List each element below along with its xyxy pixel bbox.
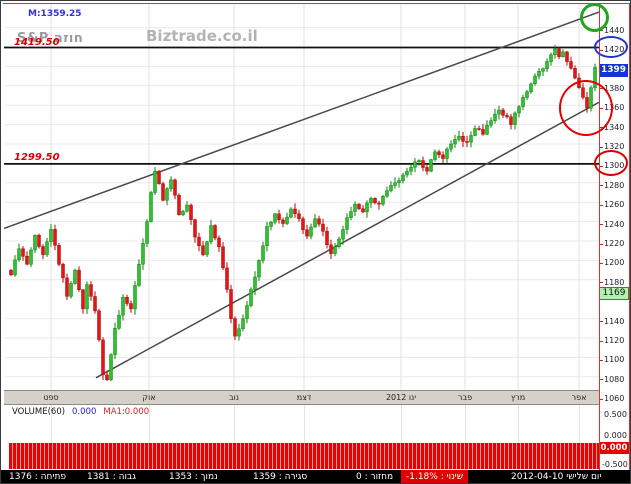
- watermark: Biztrade.co.il: [146, 27, 258, 45]
- price-pane[interactable]: M:1359.25 S&P חוזה Biztrade.co.il 1419.5…: [4, 4, 599, 390]
- price-axis-tick-mark: [599, 359, 603, 361]
- volume-gridline: [149, 405, 150, 470]
- status-value: 0: [356, 472, 362, 482]
- status-label: שינוי: [446, 472, 464, 482]
- resistance-level-label: 1419.50: [14, 37, 60, 48]
- status-value: 1381: [87, 472, 110, 482]
- status-label: נמוך: [200, 472, 218, 482]
- price-axis-tick-label: 1440: [604, 25, 625, 35]
- period-low-box: 1169: [599, 287, 629, 300]
- price-axis-tick-mark: [599, 30, 603, 32]
- volume-gridline: [304, 405, 305, 470]
- price-axis-tick-label: 1280: [604, 180, 625, 190]
- status-value: 1359: [253, 472, 276, 482]
- status-label: גבוה: [118, 472, 136, 482]
- price-axis-tick-label: 1260: [604, 200, 625, 210]
- current-price-box: 1399: [599, 64, 628, 77]
- status-value: -1.18%: [406, 472, 438, 482]
- price-axis-tick-label: 1360: [604, 103, 625, 113]
- status-field-4: 0 : מחזור: [356, 472, 394, 482]
- price-axis-tick-mark: [599, 321, 603, 323]
- time-axis-month-label: אפר: [571, 393, 587, 402]
- time-axis-month-label: נוב: [228, 393, 240, 402]
- price-axis-tick-mark: [599, 243, 603, 245]
- status-field-3: 1359 : סגירה: [253, 472, 308, 482]
- status-field-2: 1353 : נמוך: [169, 472, 218, 482]
- target-green-circle-annotation: [580, 3, 609, 32]
- volume-axis-tick-pos: 0.500: [604, 410, 627, 419]
- circled-1420-blue-ellipse: [594, 36, 628, 58]
- time-axis-month-label: פבר: [457, 393, 473, 402]
- status-label: פתיחה: [40, 472, 66, 482]
- volume-ma-value: MA1:0.000: [103, 407, 150, 417]
- volume-gridline: [234, 405, 235, 470]
- frame-right-line: [629, 3, 630, 470]
- volume-gridline: [401, 405, 402, 470]
- axis-separator-line: [599, 3, 600, 470]
- price-axis-tick-label: 1200: [604, 258, 625, 268]
- price-axis-tick-mark: [599, 146, 603, 148]
- price-axis-tick-label: 1340: [604, 122, 625, 132]
- price-axis-tick-mark: [599, 262, 603, 264]
- price-axis-tick-mark: [599, 282, 603, 284]
- price-axis-tick-label: 1380: [604, 83, 625, 93]
- price-axis-tick-label: 1180: [604, 277, 625, 287]
- price-axis-tick-label: 1240: [604, 219, 625, 229]
- status-value: 1376: [9, 472, 32, 482]
- volume-gridline: [579, 405, 580, 470]
- status-field-1: 1381 : גבוה: [87, 472, 136, 482]
- marker-price-label: M:1359.25: [28, 9, 82, 19]
- status-bar: 1376 : פתיחה 1381 : גבוה 1353 : נמוך 1359 :…: [1, 470, 630, 483]
- circled-1300-red-ellipse: [594, 150, 628, 176]
- status-date-value: 2012-04-10: [511, 472, 564, 482]
- price-axis-tick-label: 1080: [604, 374, 625, 384]
- volume-bars: [9, 443, 599, 469]
- price-axis-tick-mark: [599, 204, 603, 206]
- status-day-name: יום שלישי: [566, 472, 602, 482]
- price-axis-tick-label: 1100: [604, 355, 625, 365]
- frame-top-line: [3, 3, 630, 4]
- support-level-label: 1299.50: [14, 152, 60, 163]
- price-axis-tick-label: 1120: [604, 336, 625, 345]
- volume-indicator-header: VOLUME(60) 0.000 MA1:0.000: [12, 407, 149, 417]
- volume-gridline: [51, 405, 52, 470]
- status-change: -1.18% : שינוי: [401, 470, 469, 483]
- time-axis-month-label: דצמ: [296, 393, 312, 402]
- volume-axis-tick-neg: -0.500: [602, 460, 628, 469]
- time-axis[interactable]: ספט אוק נוב דצמ ינו 2012 פבר מרץ אפר: [4, 390, 599, 405]
- status-field-0: 1376 : פתיחה: [9, 472, 66, 482]
- price-axis-tick-mark: [599, 185, 603, 187]
- time-axis-month-label: ספט: [43, 393, 59, 402]
- time-axis-month-label: מרץ: [510, 393, 526, 402]
- volume-current-box: 0.000: [599, 442, 629, 454]
- volume-indicator-label: VOLUME(60): [12, 407, 66, 417]
- price-axis-tick-mark: [599, 224, 603, 226]
- status-label: סגירה: [284, 472, 308, 482]
- price-axis-tick-mark: [599, 379, 603, 381]
- symbol-title: S&P חוזה: [17, 31, 84, 46]
- status-label: מחזור: [370, 472, 394, 482]
- volume-pane[interactable]: VOLUME(60) 0.000 MA1:0.000: [4, 405, 599, 470]
- price-axis-tick-label: 1320: [604, 142, 625, 151]
- price-axis-tick-mark: [599, 340, 603, 342]
- price-axis[interactable]: 1440142014001380136013401320130012801260…: [599, 4, 629, 470]
- pullback-red-circle-annotation: [559, 80, 613, 136]
- time-axis-month-label: ינו 2012: [385, 393, 417, 402]
- volume-gridline: [465, 405, 466, 470]
- candlestick-chart[interactable]: [4, 4, 599, 390]
- status-value: 1353: [169, 472, 192, 482]
- price-axis-tick-label: 1140: [604, 316, 625, 326]
- price-axis-tick-mark: [599, 398, 603, 400]
- volume-value: 0.000: [72, 407, 97, 417]
- time-axis-month-label: אוק: [142, 393, 156, 402]
- price-axis-tick-label: 1220: [604, 239, 625, 248]
- price-axis-tick-label: 1060: [604, 394, 625, 404]
- volume-axis-tick-zero: 0.000: [604, 431, 627, 440]
- volume-gridline: [518, 405, 519, 470]
- status-date: 2012-04-10 יום שלישי: [511, 472, 601, 482]
